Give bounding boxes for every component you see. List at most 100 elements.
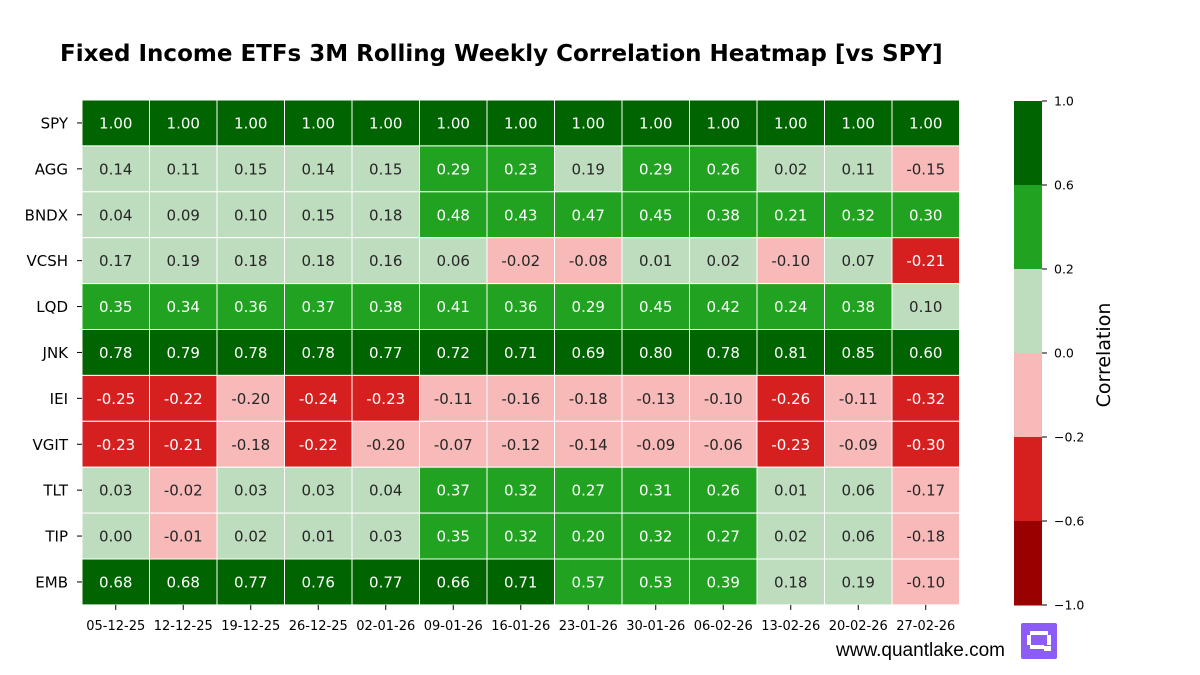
column-label: 05-12-25 (86, 619, 145, 634)
cell-value-label: 0.71 (504, 344, 537, 362)
heatmap-cell (81, 466, 150, 514)
cell-value-label: -0.11 (434, 390, 473, 408)
heatmap-cell (351, 329, 420, 376)
cell-value-label: 0.72 (437, 344, 470, 362)
row-label: IEI (50, 390, 68, 408)
cell-value-label: 0.04 (369, 482, 402, 500)
cell-value-label: 0.20 (572, 528, 605, 546)
heatmap-cell (351, 145, 420, 193)
cell-value-label: 0.16 (369, 252, 402, 270)
column-label: 26-12-25 (289, 619, 348, 634)
cell-value-label: 1.00 (504, 114, 537, 132)
cell-value-label: -0.20 (366, 436, 405, 454)
cell-value-label: 0.18 (234, 252, 267, 270)
row-labels: SPY AGG BNDX VCSH LQD JNK IEI VGIT TLT TIP EMB (25, 114, 82, 591)
cell-value-label: 0.68 (167, 573, 200, 591)
cell-value-label: 0.36 (234, 298, 267, 316)
heatmap-cell (554, 99, 623, 147)
cell-value-label: -0.30 (906, 436, 945, 454)
colorbar-tick-label: −0.2 (1054, 430, 1084, 445)
cell-value-label: 0.32 (639, 528, 672, 546)
cell-value-label: 0.85 (842, 344, 875, 362)
cell-value-label: 0.06 (842, 482, 875, 500)
column-label: 13-02-26 (761, 619, 820, 634)
cell-value-label: 0.77 (234, 573, 267, 591)
cell-value-label: 0.37 (437, 482, 470, 500)
cell-value-label: 0.37 (302, 298, 335, 316)
cell-value-label: 1.00 (369, 114, 402, 132)
cell-value-label: 0.03 (99, 482, 132, 500)
heatmap-cell (824, 283, 893, 331)
cell-value-label: 0.01 (639, 252, 672, 270)
cell-value-label: 0.07 (842, 252, 875, 270)
heatmap-cells: 1.00 1.00 1.00 1.00 1.00 1.00 1.00 1.00 1.00 1.00… (81, 99, 960, 606)
heatmap-cell (284, 420, 353, 468)
colorbar-tick-label: −1.0 (1054, 598, 1084, 613)
cell-value-label: -0.08 (569, 252, 608, 270)
cell-value-label: 0.26 (707, 160, 740, 178)
cell-value-label: 0.45 (639, 206, 672, 224)
heatmap-cell (824, 420, 893, 468)
cell-value-label: -0.18 (231, 436, 270, 454)
cell-value-label: 0.26 (707, 482, 740, 500)
heatmap-cell (216, 145, 285, 193)
heatmap-cell (554, 466, 623, 514)
quantlake-logo-icon (1021, 623, 1057, 659)
cell-value-label: 0.10 (909, 298, 942, 316)
row-label: VGIT (33, 436, 69, 454)
colorbar-label: Correlation (1093, 303, 1115, 408)
cell-value-label: -0.10 (704, 390, 743, 408)
heatmap-cell (486, 512, 555, 560)
cell-value-label: 1.00 (167, 114, 200, 132)
heatmap-cell (149, 191, 218, 239)
heatmap-cell (284, 145, 353, 193)
cell-value-label: -0.23 (771, 436, 810, 454)
cell-value-label: 0.29 (572, 298, 605, 316)
cell-value-label: 0.38 (369, 298, 402, 316)
heatmap-cell (621, 283, 690, 331)
heatmap-cell (216, 512, 285, 560)
cell-value-label: 0.14 (99, 160, 132, 178)
heatmap-cell (689, 237, 758, 285)
row-label: VCSH (26, 252, 68, 270)
colorbar-tick-label: 0.2 (1054, 262, 1074, 277)
cell-value-label: 0.76 (302, 573, 335, 591)
cell-value-label: 0.29 (639, 160, 672, 178)
heatmap-cell (419, 420, 488, 468)
cell-value-label: -0.10 (771, 252, 810, 270)
cell-value-label: 0.41 (437, 298, 470, 316)
cell-value-label: 0.00 (99, 528, 132, 546)
cell-value-label: -0.18 (906, 528, 945, 546)
colorbar-band (1014, 101, 1042, 186)
cell-value-label: 0.78 (707, 344, 740, 362)
cell-value-label: 0.77 (369, 344, 402, 362)
heatmap-cell (216, 466, 285, 514)
heatmap-cell (216, 420, 285, 468)
heatmap-cell (149, 99, 218, 147)
heatmap-cell (756, 191, 825, 239)
cell-value-label: 0.06 (437, 252, 470, 270)
column-label: 12-12-25 (154, 619, 213, 634)
heatmap-cell (149, 512, 218, 560)
heatmap-cell (284, 466, 353, 514)
heatmap-cell (216, 283, 285, 331)
cell-value-label: 1.00 (234, 114, 267, 132)
cell-value-label: 0.39 (707, 573, 740, 591)
cell-value-label: 0.69 (572, 344, 605, 362)
heatmap-cell (351, 374, 420, 422)
heatmap-cell (756, 466, 825, 514)
heatmap-cell (419, 99, 488, 147)
cell-value-label: 0.80 (639, 344, 672, 362)
row-label: TIP (44, 528, 68, 546)
cell-value-label: 0.78 (234, 344, 267, 362)
heatmap-cell (81, 558, 150, 606)
column-label: 06-02-26 (694, 619, 753, 634)
cell-value-label: 0.18 (369, 206, 402, 224)
cell-value-label: 0.29 (437, 160, 470, 178)
column-label: 27-02-26 (896, 619, 955, 634)
cell-value-label: 0.01 (774, 482, 807, 500)
cell-value-label: -0.16 (501, 390, 540, 408)
heatmap-cell (621, 374, 690, 422)
cell-value-label: -0.23 (366, 390, 405, 408)
heatmap-cell (891, 191, 960, 239)
